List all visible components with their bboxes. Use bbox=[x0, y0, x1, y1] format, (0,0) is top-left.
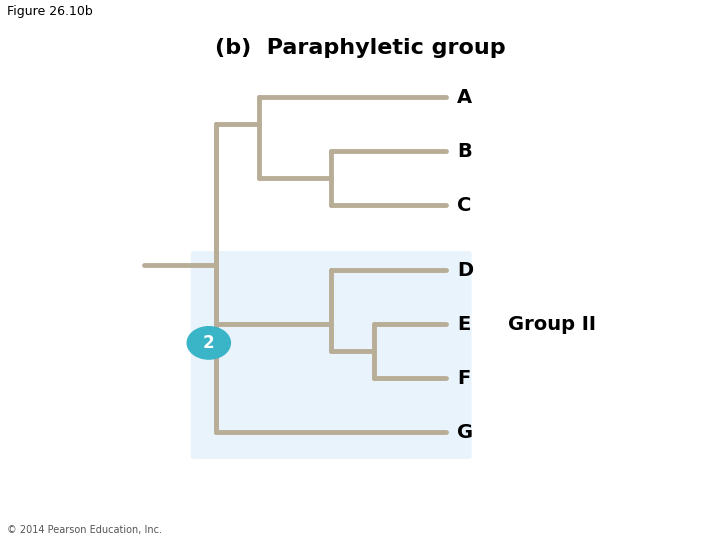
Text: Group II: Group II bbox=[508, 314, 595, 334]
Text: D: D bbox=[457, 260, 473, 280]
Text: B: B bbox=[457, 141, 472, 161]
Text: 2: 2 bbox=[203, 334, 215, 352]
Text: A: A bbox=[457, 87, 472, 107]
Circle shape bbox=[187, 327, 230, 359]
Text: Figure 26.10b: Figure 26.10b bbox=[7, 5, 93, 18]
Text: F: F bbox=[457, 368, 470, 388]
Text: © 2014 Pearson Education, Inc.: © 2014 Pearson Education, Inc. bbox=[7, 524, 162, 535]
Text: (b)  Paraphyletic group: (b) Paraphyletic group bbox=[215, 38, 505, 58]
Text: E: E bbox=[457, 314, 470, 334]
Text: C: C bbox=[457, 195, 472, 215]
Text: G: G bbox=[457, 422, 473, 442]
FancyBboxPatch shape bbox=[191, 251, 472, 459]
